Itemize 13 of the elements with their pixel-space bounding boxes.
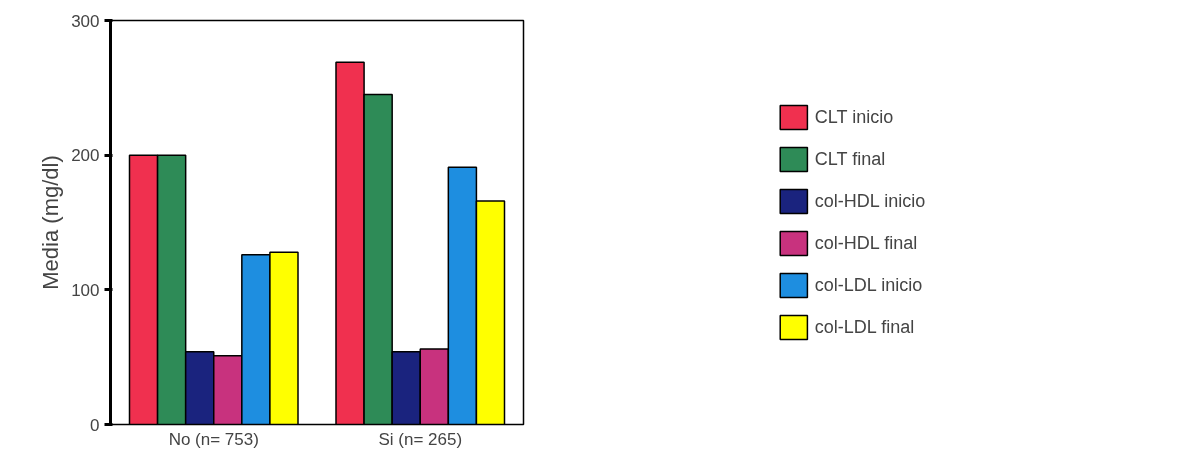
x-tick-label: Si (n= 265)	[378, 429, 463, 449]
y-tick-label: 200	[71, 146, 100, 166]
x-tick-label: No (n= 753)	[168, 429, 259, 449]
y-axis-title: Media (mg/dl)	[38, 155, 64, 290]
y-tick-label: 0	[90, 415, 100, 435]
y-tick-label: 300	[71, 11, 100, 31]
legend-label: CLT inicio	[814, 106, 894, 128]
legend-label: col-HDL final	[814, 232, 918, 254]
y-tick-label: 100	[71, 280, 100, 300]
legend-label: CLT final	[814, 148, 886, 170]
legend-label: col-LDL inicio	[814, 274, 923, 296]
legend-label: col-LDL final	[814, 316, 915, 338]
legend-label: col-HDL inicio	[814, 190, 926, 212]
